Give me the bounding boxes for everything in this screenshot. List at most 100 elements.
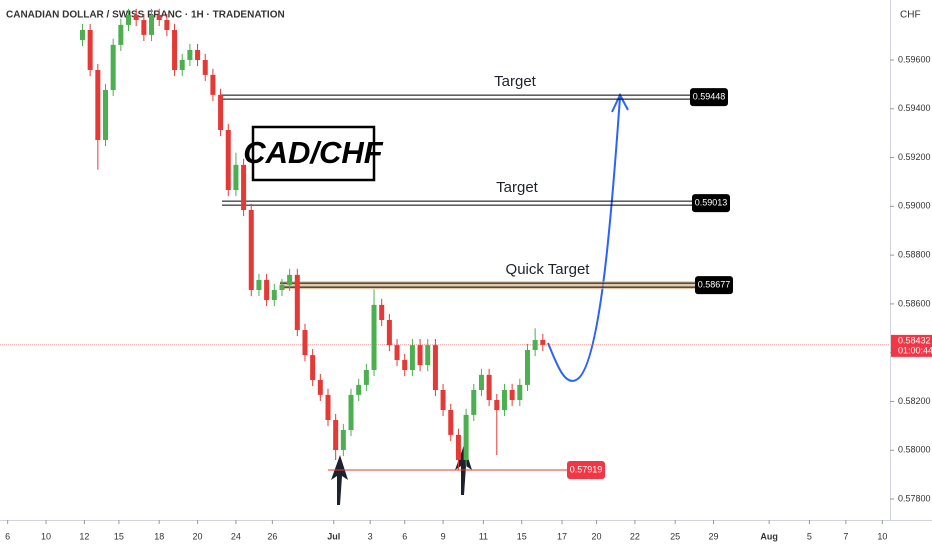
candle-body: [87, 30, 93, 70]
candle-body: [417, 345, 423, 366]
x-tick-label: 3: [368, 531, 373, 541]
candle-body: [279, 284, 285, 290]
candle-body: [348, 394, 354, 430]
y-tick-label: 0.59600: [898, 54, 931, 64]
x-tick-label: 18: [154, 531, 164, 541]
y-tick-label: 0.58800: [898, 249, 931, 259]
candle-body: [409, 345, 415, 370]
x-tick-label: 22: [630, 531, 640, 541]
candle-body: [156, 14, 162, 20]
candle-body: [517, 384, 523, 400]
candle-body: [210, 74, 216, 95]
candle-body: [402, 360, 408, 370]
candle-body: [187, 50, 193, 60]
candle-body: [179, 60, 185, 70]
candle-body: [532, 340, 538, 350]
annotation-box: [251, 125, 376, 182]
last-price-box: [891, 334, 932, 357]
level-title: Quick Target: [506, 261, 591, 278]
level-title: Target: [494, 73, 537, 90]
candle-body: [317, 380, 323, 395]
x-tick-label: 15: [114, 531, 124, 541]
candle-body: [271, 290, 277, 300]
candle-body: [241, 164, 247, 210]
candle-body: [356, 384, 362, 395]
x-tick-label: 11: [479, 531, 488, 541]
x-tick-label: 20: [193, 531, 203, 541]
candle-body: [218, 94, 224, 130]
candle-body: [172, 30, 178, 70]
candle-body: [95, 70, 101, 140]
candle-body: [509, 390, 515, 400]
level-price: 0.59013: [695, 198, 728, 208]
candle-body: [133, 14, 139, 20]
candle-body: [118, 24, 124, 45]
level-price-box: [690, 88, 728, 107]
candle-body: [448, 410, 454, 435]
currency-label: CHF: [900, 10, 921, 21]
candle-body: [310, 355, 316, 380]
y-tick-label: 0.58200: [898, 396, 931, 406]
x-tick-label: 15: [517, 531, 527, 541]
candle-body: [363, 370, 369, 385]
candle-body: [440, 390, 446, 410]
candle-body: [501, 390, 507, 410]
candle-body: [79, 30, 85, 40]
x-tick-label: 20: [592, 531, 602, 541]
level-price-box: [695, 276, 733, 295]
candle-body: [141, 20, 147, 35]
level-zone: [280, 281, 695, 290]
candle-body: [486, 374, 492, 400]
x-tick-label: 12: [79, 531, 89, 541]
support-price: 0.57919: [570, 464, 603, 474]
candle-body: [110, 44, 116, 90]
x-tick-label: 10: [877, 531, 887, 541]
x-tick-label: 6: [5, 531, 10, 541]
candle-body: [248, 210, 254, 290]
y-tick-label: 0.58600: [898, 298, 931, 308]
candle-body: [540, 340, 546, 345]
annotation-text: CAD/CHF: [243, 135, 384, 170]
candle-body: [126, 14, 132, 25]
candle-body: [333, 420, 339, 450]
x-tick-label: 17: [557, 531, 567, 541]
candle-body: [302, 330, 308, 356]
level-title: Target: [496, 179, 539, 196]
x-tick-label: 10: [41, 531, 51, 541]
x-tick-label: Jul: [327, 531, 340, 541]
candle-body: [394, 345, 400, 360]
countdown-label: 01:00:44: [898, 345, 932, 355]
candle-body: [287, 274, 293, 285]
candle-body: [294, 274, 300, 330]
candle-body: [478, 374, 484, 390]
last-price-label: 0.58432: [898, 335, 931, 345]
candle-body: [432, 345, 438, 390]
candle-body: [463, 414, 469, 460]
candle-body: [102, 90, 108, 140]
candle-body: [233, 164, 239, 190]
candle-body: [195, 50, 201, 60]
projection-curve: [547, 96, 621, 382]
x-tick-label: 26: [267, 531, 277, 541]
x-tick-label: 25: [670, 531, 680, 541]
support-price-box: [567, 461, 605, 479]
level-price-box: [692, 194, 730, 213]
candle-body: [202, 60, 208, 75]
candle-body: [524, 350, 530, 385]
candle-body: [325, 394, 331, 420]
level-price: 0.59448: [693, 91, 726, 101]
y-tick-label: 0.57800: [898, 493, 931, 503]
x-tick-label: 5: [807, 531, 812, 541]
candle-body: [164, 20, 170, 30]
x-tick-label: 24: [231, 531, 241, 541]
candle-body: [471, 390, 477, 415]
y-tick-label: 0.59400: [898, 103, 931, 113]
y-tick-label: 0.59200: [898, 152, 931, 162]
x-tick-label: 7: [843, 531, 848, 541]
candle-body: [256, 280, 262, 290]
candle-body: [379, 304, 385, 320]
candle-body: [455, 434, 461, 460]
y-tick-label: 0.58000: [898, 445, 931, 455]
pointer-arrow: [331, 455, 348, 505]
